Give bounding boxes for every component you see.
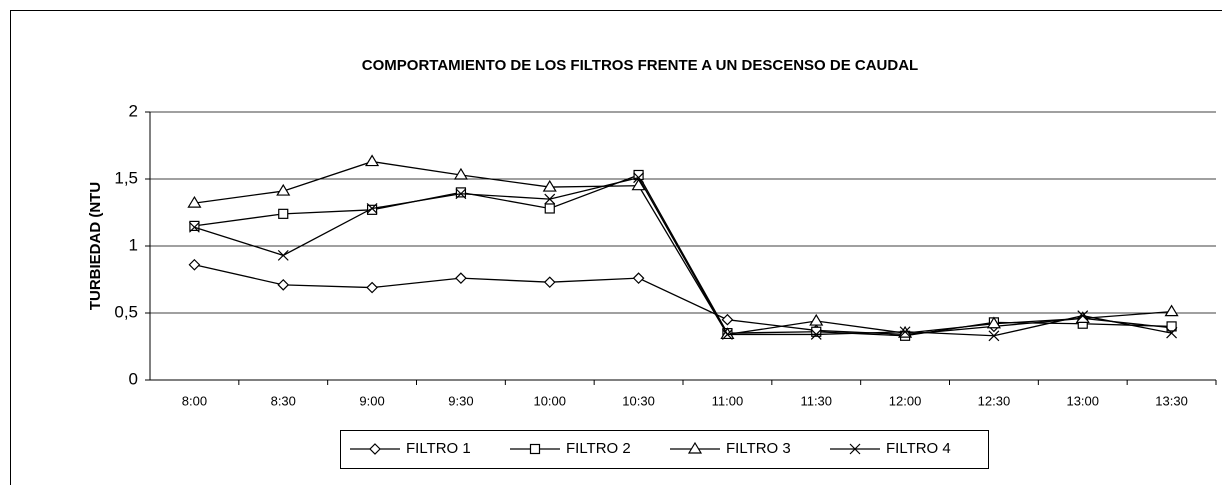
data-point [811, 326, 822, 337]
legend-marker [849, 443, 861, 455]
data-point [542, 179, 557, 192]
y-tick-label: 1,5 [114, 168, 138, 187]
data-point [986, 316, 1001, 329]
data-point [810, 329, 822, 340]
data-point [189, 220, 200, 231]
data-point [1166, 327, 1178, 339]
data-point [544, 193, 556, 205]
data-point [366, 204, 378, 215]
data-point [366, 203, 378, 214]
y-tick-label: 0,5 [114, 302, 138, 321]
x-tick-label: 12:30 [978, 393, 1011, 408]
y-tick-label: 0 [129, 369, 138, 388]
x-tick-label: 12:00 [889, 393, 922, 408]
data-point [809, 313, 824, 326]
data-point [633, 172, 645, 184]
data-point [455, 187, 467, 198]
x-tick-label: 8:00 [182, 393, 207, 408]
series-line [194, 160, 1172, 336]
x-tick-label: 13:00 [1066, 393, 1099, 408]
data-point [276, 183, 291, 196]
legend-marker [687, 441, 703, 454]
legend-label: FILTRO 3 [726, 440, 791, 457]
data-point [1164, 304, 1179, 317]
y-tick-label: 2 [129, 101, 138, 120]
x-tick-label: 9:30 [448, 393, 473, 408]
data-point [631, 178, 646, 191]
x-tick-label: 10:00 [533, 393, 566, 408]
data-point [365, 154, 380, 167]
data-point [188, 258, 201, 271]
data-point [543, 276, 556, 289]
data-point [277, 279, 290, 291]
data-point [721, 329, 733, 340]
x-tick-label: 9:00 [359, 393, 384, 408]
x-tick-label: 13:30 [1155, 393, 1188, 408]
data-point [453, 167, 468, 180]
data-point [721, 313, 734, 326]
data-point [187, 195, 202, 208]
data-point [544, 203, 555, 214]
series-line [194, 264, 1172, 336]
data-point [1075, 311, 1090, 323]
legend-marker [369, 443, 381, 455]
legend-label: FILTRO 4 [886, 440, 951, 457]
data-point [632, 272, 645, 285]
legend-marker [529, 443, 541, 455]
legend-label: FILTRO 1 [406, 440, 471, 457]
series-line [194, 176, 1172, 337]
data-point [1077, 310, 1089, 322]
chart-frame [10, 10, 1222, 485]
data-point [988, 330, 1000, 342]
y-axis-label: TURBIEDAD (NTU [87, 182, 104, 310]
data-point [277, 249, 289, 261]
data-point [455, 272, 467, 285]
chart-title: COMPORTAMIENTO DE LOS FILTROS FRENTE A U… [362, 57, 918, 74]
x-tick-label: 11:30 [800, 393, 832, 408]
data-point [899, 326, 911, 338]
data-point [278, 208, 289, 219]
data-point [366, 281, 378, 294]
y-tick-label: 1 [129, 235, 138, 254]
data-point [455, 188, 467, 200]
legend-box [340, 430, 989, 469]
legend-label: FILTRO 2 [566, 440, 631, 457]
x-tick-label: 8:30 [271, 393, 296, 408]
x-tick-label: 10:30 [622, 393, 655, 408]
data-point [1166, 321, 1177, 332]
x-tick-label: 11:00 [712, 393, 744, 408]
data-point [188, 221, 200, 233]
